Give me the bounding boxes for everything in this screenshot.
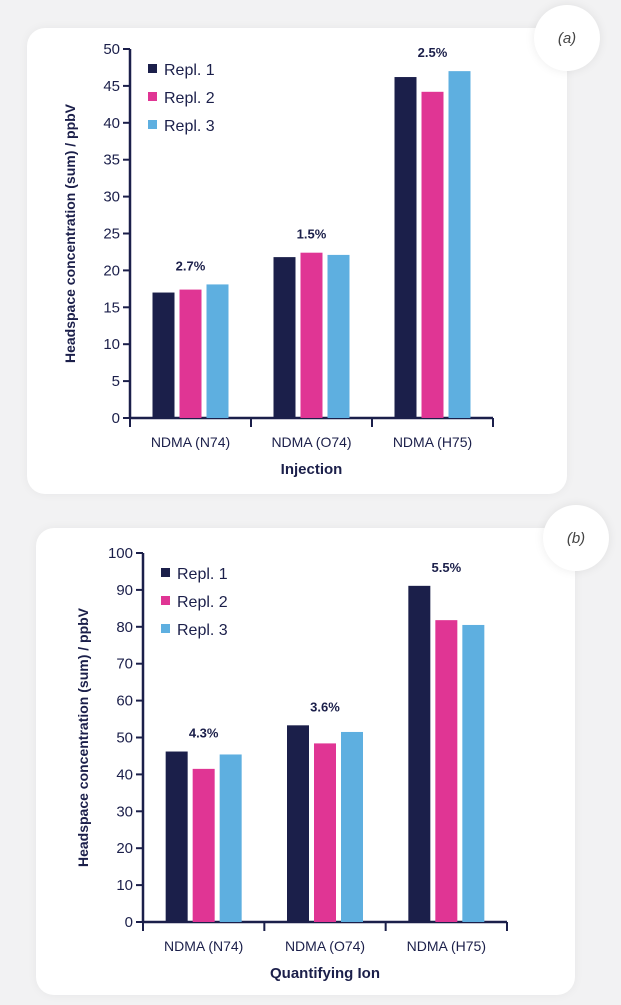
y-tick-label: 60 [116,693,133,710]
x-tick-label: NDMA (O74) [285,938,365,954]
y-tick-label: 20 [103,262,120,279]
y-tick-label: 30 [116,803,133,820]
y-tick-label: 40 [103,115,120,132]
y-tick-label: 25 [103,226,120,243]
bar-repl-2 [314,743,336,922]
y-tick-label: 80 [116,619,133,636]
legend-label: Repl. 1 [177,566,228,583]
panel-label-a: (a) [534,5,600,71]
y-tick-label: 5 [112,373,120,390]
bar-repl-3 [341,731,363,922]
y-tick-label: 70 [116,656,133,673]
legend-label: Repl. 3 [177,622,228,639]
legend-swatch [148,120,157,129]
x-tick-label: NDMA (N74) [164,938,243,954]
y-tick-label: 45 [103,78,120,95]
bar-repl-1 [287,725,309,922]
panel-label-b: (b) [543,505,609,571]
y-tick-label: 100 [108,545,133,562]
bar-repl-1 [165,751,188,922]
x-tick-label: NDMA (N74) [151,434,230,450]
x-tick-label: NDMA (O74) [271,434,351,450]
x-tick-label: NDMA (H75) [407,938,486,954]
legend-swatch [161,596,170,605]
legend-label: Repl. 3 [164,118,215,135]
bar-repl-3 [448,71,471,418]
legend-swatch [148,92,157,101]
bar-repl-1 [394,77,417,418]
bar-repl-3 [327,254,350,418]
bar-repl-1 [152,292,175,418]
y-tick-label: 50 [116,730,133,747]
x-axis-title: Injection [281,461,343,478]
y-tick-label: 10 [103,336,120,353]
legend-swatch [161,624,170,633]
legend-swatch [161,568,170,577]
bar-repl-3 [462,624,485,922]
chart-card-a [27,28,567,494]
y-tick-label: 20 [116,840,133,857]
data-label: 4.3% [189,726,219,741]
x-axis-title: Quantifying Ion [270,965,380,982]
y-tick-label: 10 [116,877,133,894]
data-label: 2.5% [418,45,448,60]
y-tick-label: 50 [103,41,120,58]
bar-repl-1 [273,257,296,418]
bar-repl-2 [435,620,458,922]
bar-repl-3 [219,754,242,922]
bar-repl-2 [300,252,323,418]
data-label: 5.5% [432,560,462,575]
y-tick-label: 30 [103,189,120,206]
y-tick-label: 15 [103,299,120,316]
legend-label: Repl. 2 [177,594,228,611]
data-label: 3.6% [310,699,340,714]
bar-repl-2 [179,289,202,418]
y-axis-title: Headspace concentration (sum) / ppbV [75,607,91,867]
bar-repl-3 [206,284,229,418]
legend-label: Repl. 1 [164,62,215,79]
y-tick-label: 0 [112,410,120,427]
bar-repl-2 [421,91,444,418]
y-tick-label: 35 [103,152,120,169]
bar-repl-1 [408,585,431,922]
y-tick-label: 90 [116,582,133,599]
data-label: 1.5% [297,227,327,242]
data-label: 2.7% [176,258,206,273]
y-axis-title: Headspace concentration (sum) / ppbV [62,103,78,363]
legend-swatch [148,64,157,73]
y-tick-label: 40 [116,766,133,783]
x-tick-label: NDMA (H75) [393,434,472,450]
y-tick-label: 0 [125,914,133,931]
legend-label: Repl. 2 [164,90,215,107]
bar-repl-2 [192,768,215,922]
